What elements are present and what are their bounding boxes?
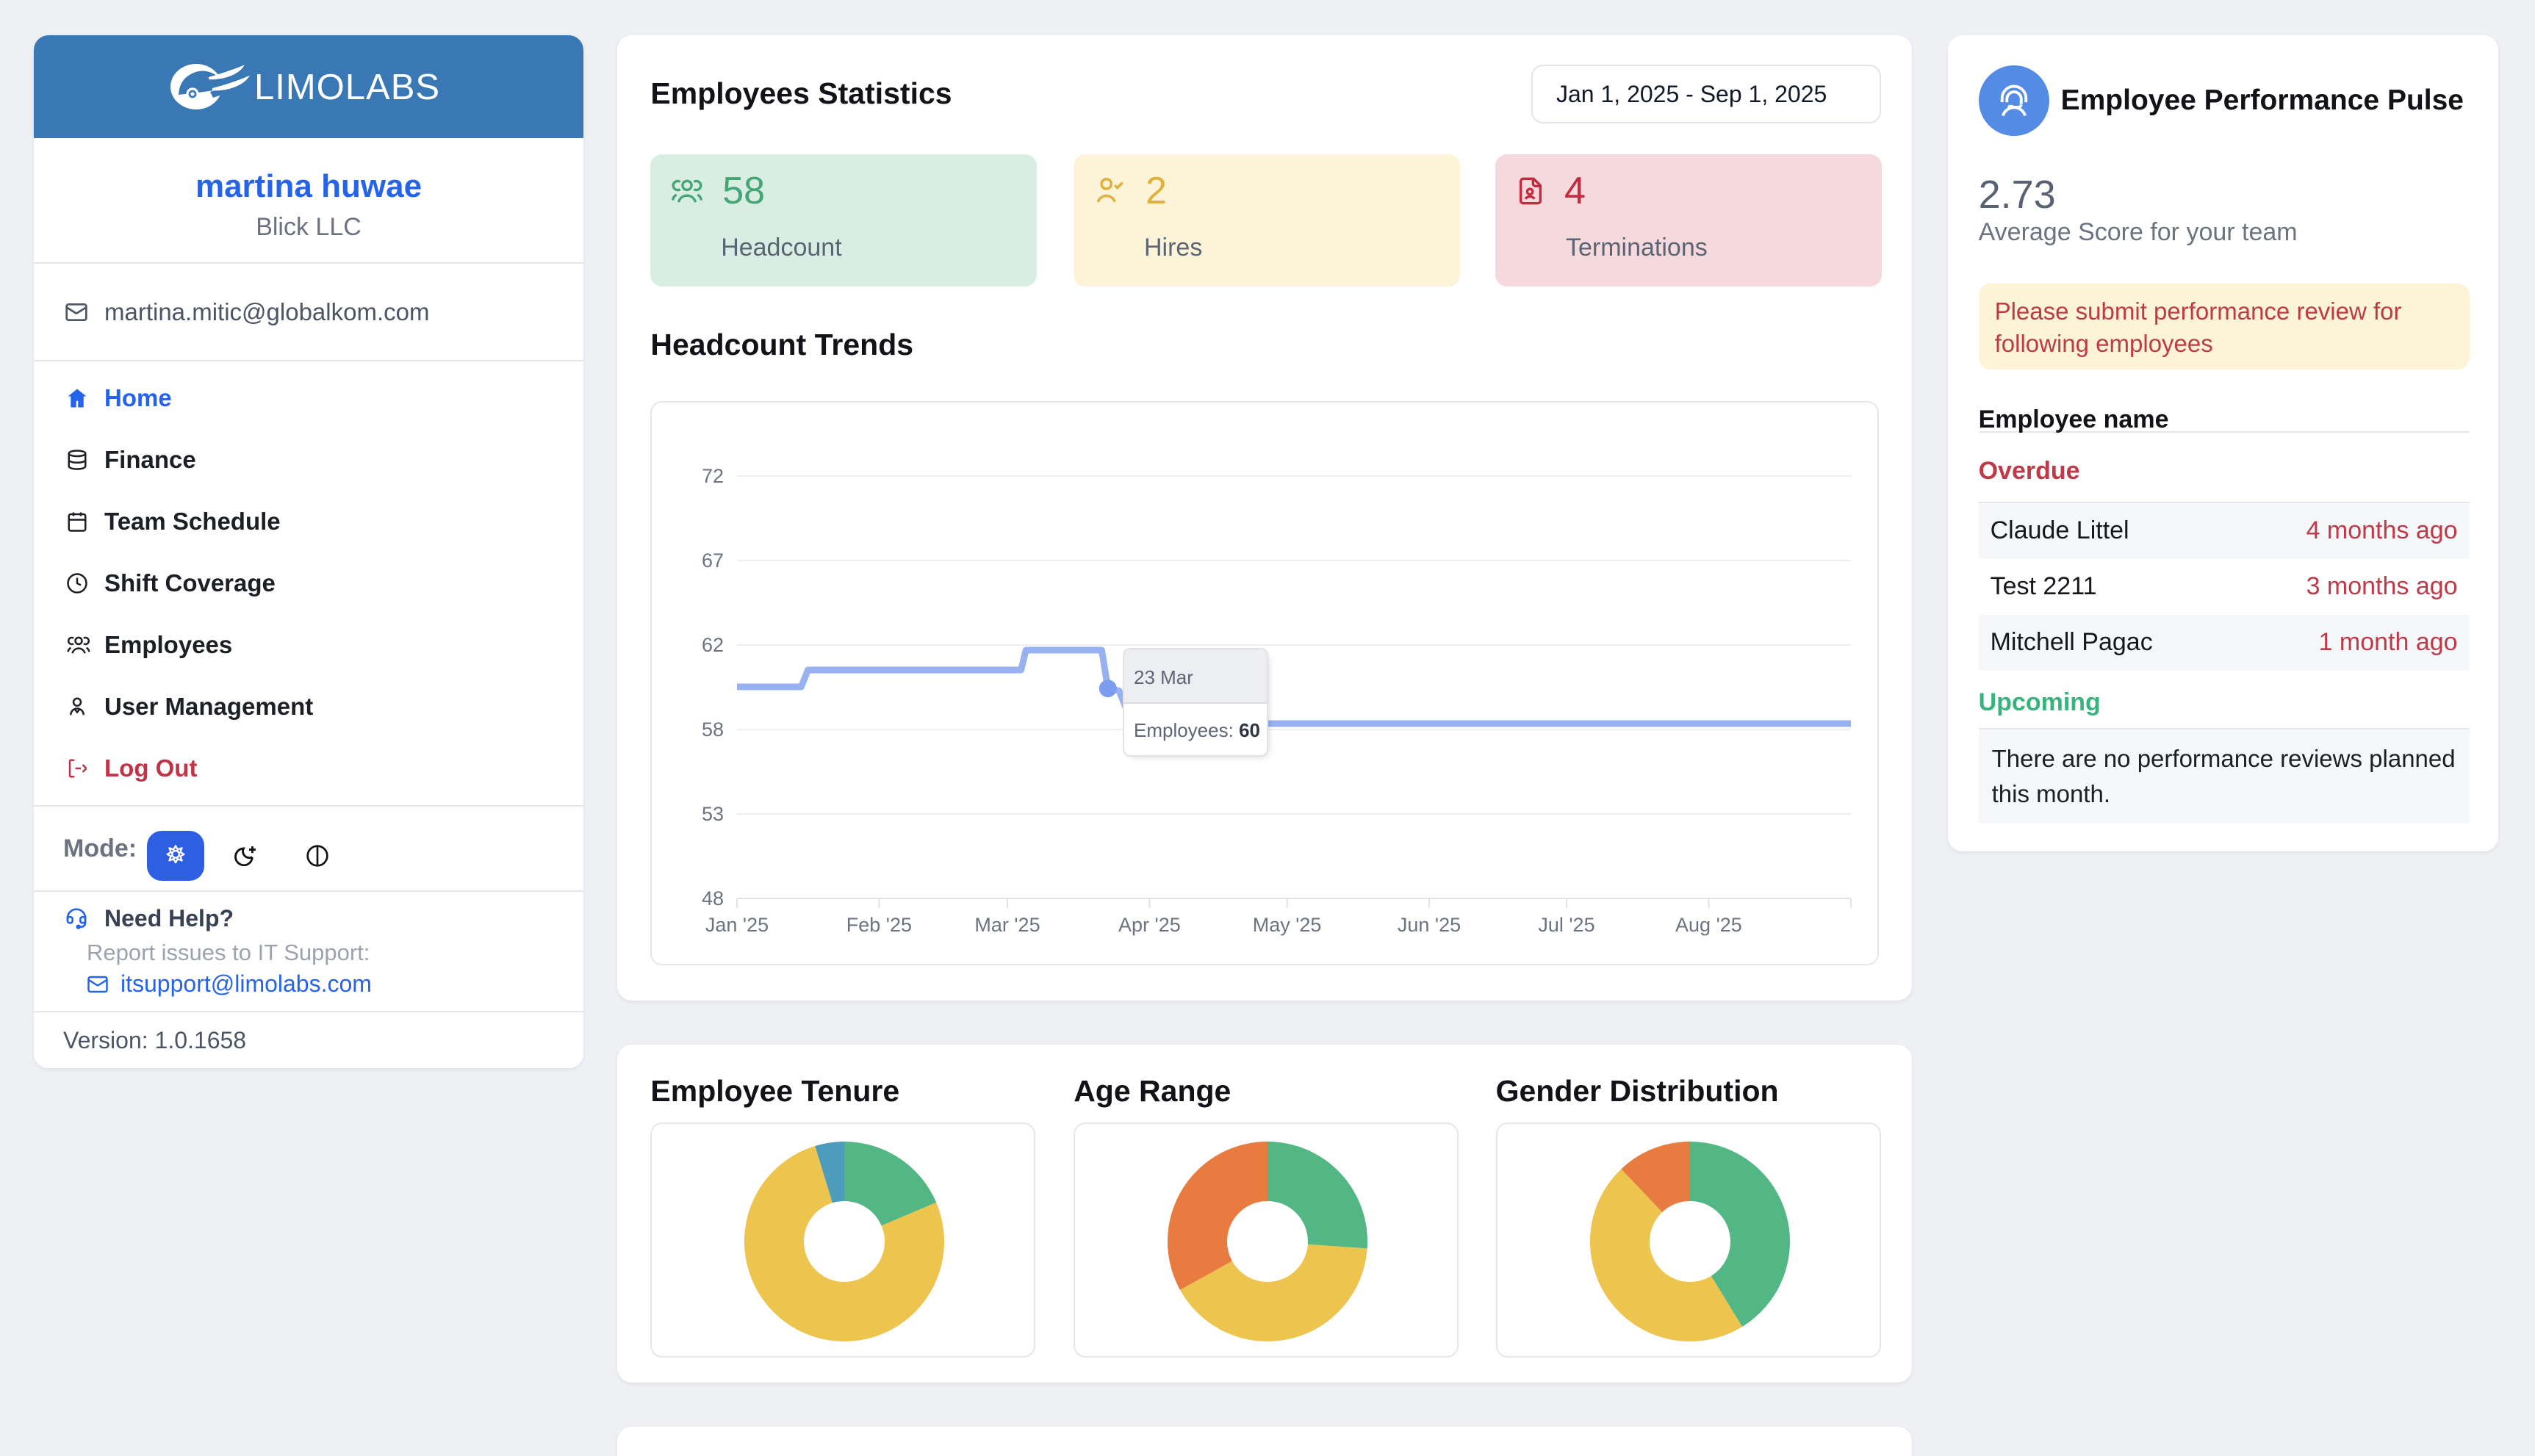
svg-text:May '25: May '25 xyxy=(1253,914,1322,936)
svg-text:LIMOLABS: LIMOLABS xyxy=(254,68,440,107)
svg-text:53: 53 xyxy=(702,803,724,825)
svg-text:62: 62 xyxy=(702,634,724,656)
svg-text:Apr '25: Apr '25 xyxy=(1118,914,1181,936)
svg-text:Jun '25: Jun '25 xyxy=(1398,914,1461,936)
svg-text:Aug '25: Aug '25 xyxy=(1675,914,1742,936)
svg-text:Jan '25: Jan '25 xyxy=(705,914,769,936)
svg-text:58: 58 xyxy=(702,718,724,740)
svg-text:72: 72 xyxy=(702,465,724,487)
svg-text:48: 48 xyxy=(702,887,724,909)
svg-text:Mar '25: Mar '25 xyxy=(975,914,1040,936)
svg-text:Jul '25: Jul '25 xyxy=(1539,914,1595,936)
svg-text:Feb '25: Feb '25 xyxy=(846,914,912,936)
svg-text:67: 67 xyxy=(702,549,724,572)
